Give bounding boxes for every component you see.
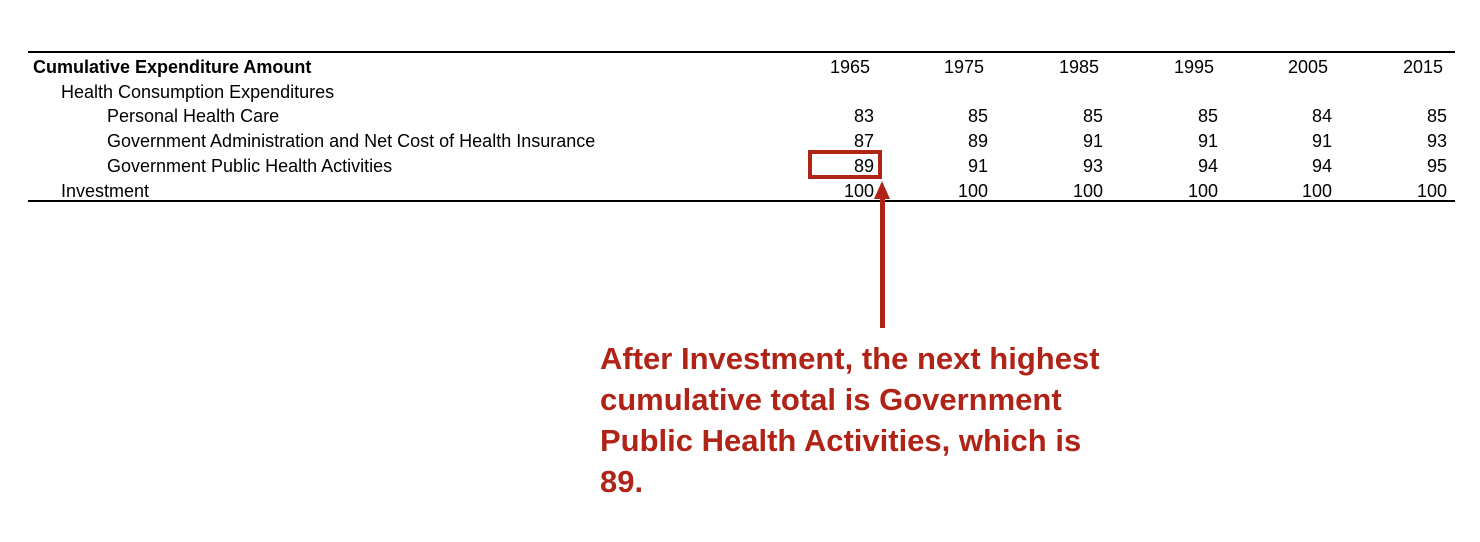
annotation-line: Public Health Activities, which is <box>600 423 1082 458</box>
annotation-line: After Investment, the next highest <box>600 341 1100 376</box>
annotation-line: cumulative total is Government <box>600 382 1062 417</box>
year-header-1975: 1975 <box>943 57 984 77</box>
table-cell: 85 <box>1426 106 1447 126</box>
year-header-1985: 1985 <box>1058 57 1099 77</box>
table-cell: 91 <box>1311 131 1332 151</box>
table-cell: 83 <box>853 106 874 126</box>
table-cell: 95 <box>1426 156 1447 176</box>
annotation-line: 89. <box>600 464 644 499</box>
row-label-personal-health-care: Personal Health Care <box>107 106 280 126</box>
table-cell: 84 <box>1311 106 1332 126</box>
table-cell: 100 <box>1187 181 1218 201</box>
table-cell-highlighted: 89 <box>853 156 874 176</box>
table-cell: 85 <box>967 106 988 126</box>
table-cell: 100 <box>957 181 988 201</box>
row-label-health-consumption: Health Consumption Expenditures <box>61 82 335 102</box>
table-top-rule <box>28 51 1455 53</box>
row-label-investment: Investment <box>61 181 150 201</box>
year-header-1995: 1995 <box>1173 57 1214 77</box>
table-cell: 89 <box>967 131 988 151</box>
year-header-2015: 2015 <box>1402 57 1443 77</box>
row-label-gov-public-health: Government Public Health Activities <box>107 156 393 176</box>
table-bottom-rule <box>28 200 1455 202</box>
year-header-1965: 1965 <box>829 57 870 77</box>
table-cell: 91 <box>967 156 988 176</box>
table-cell: 94 <box>1197 156 1218 176</box>
table-cell: 85 <box>1082 106 1103 126</box>
table-cell: 100 <box>1072 181 1103 201</box>
row-label-gov-admin: Government Administration and Net Cost o… <box>107 131 596 151</box>
table-cell: 93 <box>1426 131 1447 151</box>
table-cell: 94 <box>1311 156 1332 176</box>
table-cell: 93 <box>1082 156 1103 176</box>
table-cell: 91 <box>1082 131 1103 151</box>
table-cell: 100 <box>843 181 874 201</box>
table-cell: 100 <box>1416 181 1447 201</box>
table-cell: 85 <box>1197 106 1218 126</box>
annotation-callout: After Investment, the next highest cumul… <box>600 338 1200 502</box>
table-cell: 100 <box>1301 181 1332 201</box>
table-cell: 87 <box>853 131 874 151</box>
header-label: Cumulative Expenditure Amount <box>33 57 312 77</box>
table-cell: 91 <box>1197 131 1218 151</box>
year-header-2005: 2005 <box>1287 57 1328 77</box>
highlight-box <box>808 150 882 179</box>
